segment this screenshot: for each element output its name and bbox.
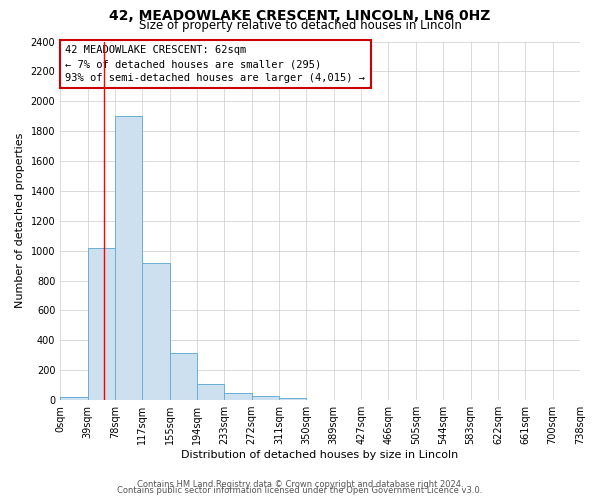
Bar [170,353,197,400]
Text: 42, MEADOWLAKE CRESCENT, LINCOLN, LN6 0HZ: 42, MEADOWLAKE CRESCENT, LINCOLN, LN6 0H… [109,9,491,23]
Y-axis label: Number of detached properties: Number of detached properties [15,133,25,308]
X-axis label: Distribution of detached houses by size in Lincoln: Distribution of detached houses by size … [181,450,459,460]
Text: Contains HM Land Registry data © Crown copyright and database right 2024.: Contains HM Land Registry data © Crown c… [137,480,463,489]
Bar [142,262,170,400]
Bar [60,397,88,400]
Bar [224,392,251,400]
Text: Contains public sector information licensed under the Open Government Licence v3: Contains public sector information licen… [118,486,482,495]
Bar [197,384,224,400]
Bar [251,396,279,400]
Bar [88,248,115,400]
Bar [279,398,307,400]
Text: 42 MEADOWLAKE CRESCENT: 62sqm
← 7% of detached houses are smaller (295)
93% of s: 42 MEADOWLAKE CRESCENT: 62sqm ← 7% of de… [65,45,365,83]
Bar [115,116,142,400]
Text: Size of property relative to detached houses in Lincoln: Size of property relative to detached ho… [139,18,461,32]
